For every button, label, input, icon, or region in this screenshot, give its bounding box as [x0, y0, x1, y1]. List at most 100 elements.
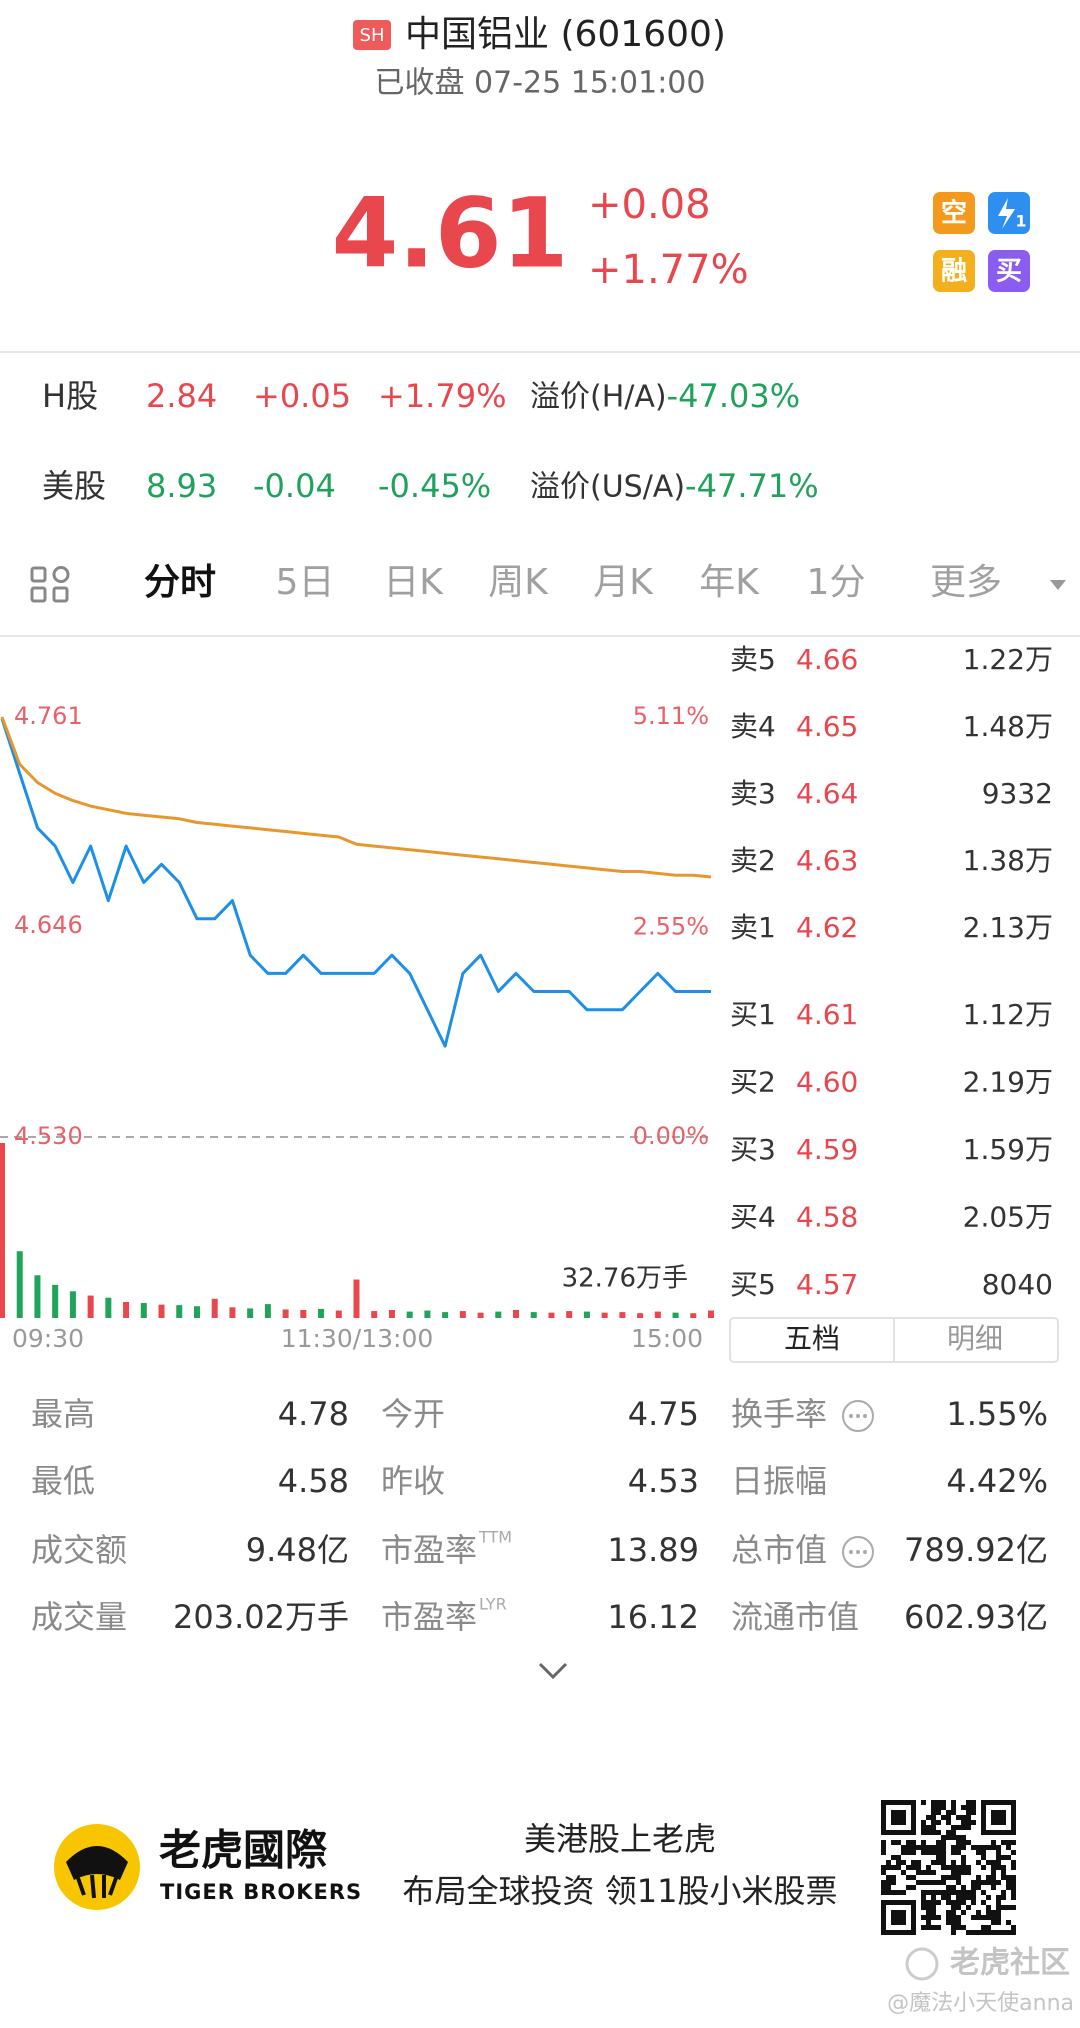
- qr-cell: [891, 1865, 896, 1870]
- chart-tab[interactable]: 1分: [807, 562, 866, 603]
- qr-cell: [981, 1880, 986, 1885]
- grid-icon[interactable]: [30, 566, 70, 603]
- qr-cell: [961, 1865, 966, 1870]
- order-label: 卖1: [730, 911, 776, 944]
- qr-cell: [971, 1845, 976, 1850]
- qr-cell: [961, 1925, 966, 1930]
- qr-cell: [951, 1905, 956, 1910]
- qr-cell: [1006, 1920, 1011, 1925]
- qr-cell: [951, 1920, 956, 1925]
- qr-cell: [921, 1800, 926, 1805]
- qr-cell: [981, 1915, 986, 1920]
- qr-cell: [1001, 1865, 1006, 1870]
- qr-cell: [971, 1930, 976, 1935]
- qr-cell: [921, 1820, 926, 1825]
- related-change-pct: +1.79%: [378, 377, 506, 415]
- qr-cell: [881, 1845, 886, 1850]
- qr-cell: [956, 1895, 961, 1900]
- dropdown-arrow[interactable]: [1050, 580, 1066, 590]
- stat-label: 市盈率: [381, 1598, 477, 1636]
- volume-bar: [211, 1298, 218, 1318]
- qr-cell: [936, 1860, 941, 1865]
- qr-cell: [1006, 1880, 1011, 1885]
- volume-bar: [371, 1311, 378, 1318]
- qr-cell: [936, 1880, 941, 1885]
- stat-value: 9.48亿: [246, 1531, 349, 1569]
- qr-cell: [911, 1845, 916, 1850]
- qr-cell: [881, 1850, 886, 1855]
- qr-cell: [906, 1845, 911, 1850]
- orderbook-tab[interactable]: 明细: [947, 1322, 1003, 1355]
- qr-cell: [911, 1840, 916, 1845]
- chart-tab[interactable]: 月K: [593, 562, 654, 603]
- watermark-user: @魔法小天使anna: [887, 1991, 1074, 2016]
- watermark: 老虎社区: [950, 1946, 1070, 1981]
- qr-cell: [981, 1890, 986, 1895]
- chart-tab[interactable]: 分时: [144, 562, 216, 603]
- qr-cell: [1011, 1840, 1016, 1845]
- feature-icon[interactable]: [988, 250, 1030, 292]
- orderbook-tab[interactable]: 五档: [784, 1322, 840, 1355]
- related-change: +0.05: [253, 377, 351, 415]
- qr-cell: [951, 1865, 956, 1870]
- y2-tick-label: 2.55%: [633, 912, 709, 940]
- qr-cell: [996, 1900, 1001, 1905]
- qr-cell: [941, 1840, 946, 1845]
- volume-bar: [353, 1279, 360, 1318]
- info-icon[interactable]: [842, 1400, 874, 1568]
- chart-tab[interactable]: 日K: [383, 562, 444, 603]
- qr-cell: [926, 1920, 931, 1925]
- market-label: 美股: [42, 467, 106, 505]
- qr-cell: [956, 1880, 961, 1885]
- qr-cell: [961, 1855, 966, 1860]
- qr-cell: [991, 1885, 996, 1890]
- qr-cell: [946, 1890, 951, 1895]
- chart-tab[interactable]: 更多: [930, 562, 1002, 603]
- volume-bar: [264, 1304, 271, 1318]
- qr-cell: [986, 1930, 991, 1935]
- logo-mark: [66, 1846, 128, 1880]
- qr-cell: [1011, 1875, 1016, 1880]
- expand-chevron[interactable]: [538, 1662, 568, 1680]
- qr-cell: [1011, 1850, 1016, 1855]
- qr-cell: [956, 1850, 961, 1855]
- qr-cell: [986, 1905, 991, 1910]
- qr-cell: [886, 1880, 891, 1885]
- qr-cell: [921, 1825, 926, 1830]
- qr-cell: [1006, 1855, 1011, 1860]
- feature-icon[interactable]: [933, 250, 975, 292]
- qr-cell: [936, 1915, 941, 1920]
- volume-bar: [140, 1303, 147, 1318]
- qr-cell: [991, 1845, 996, 1850]
- qr-cell: [986, 1860, 991, 1865]
- qr-cell: [901, 1860, 906, 1865]
- volume-bar: [619, 1312, 626, 1318]
- market-status: 已收盘 07-25 15:01:00: [375, 66, 706, 101]
- qr-cell: [896, 1865, 901, 1870]
- feature-icon[interactable]: [933, 192, 975, 234]
- chart-tab[interactable]: 5日: [276, 562, 335, 603]
- volume-bar: [247, 1308, 254, 1318]
- icon-cell: [52, 566, 70, 583]
- qr-cell: [926, 1925, 931, 1930]
- chart-tab[interactable]: 年K: [699, 562, 760, 603]
- qr-cell: [971, 1800, 976, 1805]
- info-dots: [849, 1414, 867, 1554]
- qr-cell: [956, 1890, 961, 1895]
- qr-cell: [891, 1875, 896, 1880]
- chart-tab[interactable]: 周K: [488, 562, 549, 603]
- related-change-pct: -0.45%: [378, 467, 491, 505]
- qr-cell: [901, 1870, 906, 1875]
- volume-bar: [406, 1311, 413, 1318]
- qr-cell: [1001, 1855, 1006, 1860]
- qr-cell: [946, 1920, 951, 1925]
- qr-cell: [931, 1830, 936, 1835]
- qr-cell: [931, 1815, 936, 1820]
- qr-cell: [911, 1860, 916, 1865]
- qr-cell: [911, 1850, 916, 1855]
- qr-cell: [996, 1915, 1001, 1920]
- qr-cell: [946, 1830, 951, 1835]
- qr-cell: [921, 1845, 926, 1850]
- volume-bar: [318, 1308, 325, 1318]
